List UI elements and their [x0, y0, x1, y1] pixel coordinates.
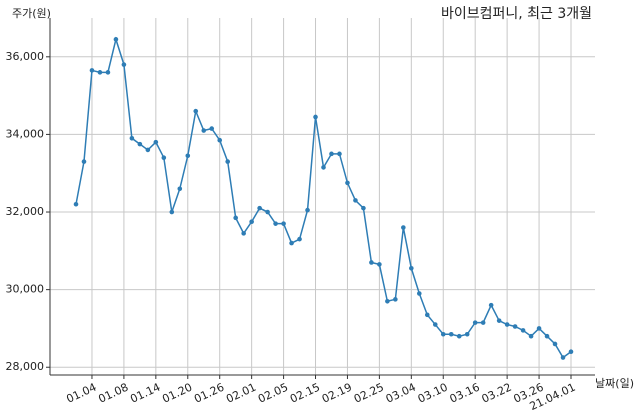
point: [89, 68, 95, 73]
x-tick-label: 01.08: [96, 381, 130, 406]
point: [281, 221, 286, 226]
point: [177, 186, 183, 192]
point: [217, 137, 223, 143]
point: [233, 215, 238, 221]
point: [97, 70, 103, 75]
point: [472, 320, 478, 325]
x-axis-label: 날짜(일): [595, 376, 634, 390]
point: [480, 320, 486, 325]
line: [75, 36, 572, 359]
point: [209, 126, 215, 131]
point: [401, 225, 406, 230]
point: [568, 349, 574, 355]
point: [504, 322, 510, 327]
x-tick-label: 01.26: [192, 381, 226, 406]
point: [361, 205, 366, 211]
x-tick-label: 02.15: [288, 381, 322, 406]
y-tick-label: 34,000: [6, 127, 45, 140]
y-axis-label: 주가(원): [12, 7, 51, 20]
y-tick-label: 32,000: [6, 205, 45, 218]
point: [329, 151, 334, 157]
point: [440, 331, 446, 337]
point: [544, 333, 550, 339]
point: [528, 333, 534, 339]
point: [512, 324, 518, 329]
point: [377, 262, 382, 267]
point: [337, 151, 342, 157]
point: [385, 298, 390, 304]
point: [353, 198, 358, 203]
point: [289, 240, 294, 246]
point: [257, 205, 262, 211]
point: [520, 328, 526, 333]
point: [321, 165, 326, 170]
point: [265, 209, 270, 215]
x-tick-label: 02.25: [352, 381, 386, 406]
point: [448, 331, 454, 337]
point: [169, 209, 175, 215]
point: [536, 326, 542, 331]
point: [305, 207, 310, 213]
point: [424, 312, 430, 318]
point: [105, 70, 111, 75]
point: [113, 37, 119, 42]
point: [249, 219, 254, 225]
point: [81, 159, 87, 164]
point: [417, 291, 422, 296]
x-tick-label: 02.19: [320, 381, 354, 406]
point: [137, 141, 143, 147]
point: [145, 147, 151, 153]
point: [225, 159, 230, 164]
y-tick-label: 30,000: [6, 283, 45, 296]
point: [464, 331, 470, 337]
point: [409, 265, 414, 271]
point: [393, 297, 398, 302]
point: [241, 231, 246, 236]
point: [153, 139, 159, 145]
x-tick-label: 01.14: [128, 381, 162, 406]
x-tick-label: 03.04: [384, 381, 418, 406]
point: [185, 153, 191, 159]
x-tick-label: 01.20: [160, 381, 194, 406]
point: [496, 318, 502, 323]
point: [129, 135, 135, 141]
point: [273, 221, 278, 226]
point: [345, 180, 350, 186]
x-tick-label: 02.05: [256, 381, 290, 406]
point: [73, 201, 79, 207]
point: [369, 260, 374, 265]
x-tick-label: 03.22: [480, 381, 514, 406]
x-tick-label: 03.16: [448, 381, 482, 406]
y-tick-label: 28,000: [6, 360, 45, 373]
point: [488, 302, 494, 308]
x-tick-label: 02.01: [224, 381, 258, 406]
point: [297, 236, 302, 242]
point: [121, 62, 127, 67]
point: [560, 355, 566, 360]
point: [456, 333, 462, 339]
chart-title: 바이브컴퍼니, 최근 3개월: [441, 6, 592, 22]
point: [552, 341, 558, 347]
x-tick-label: 01.04: [64, 381, 98, 406]
point: [193, 108, 199, 114]
x-tick-label: 03.10: [416, 381, 450, 406]
point: [313, 114, 318, 120]
point: [201, 128, 207, 133]
point: [161, 155, 167, 160]
point: [432, 322, 438, 327]
y-tick-label: 36,000: [6, 50, 45, 63]
